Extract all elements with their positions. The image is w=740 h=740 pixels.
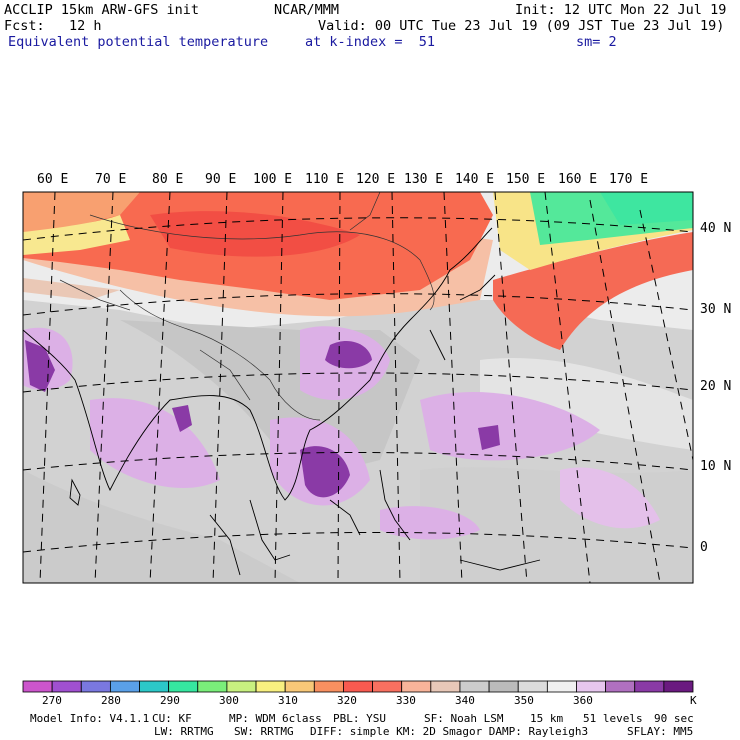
sw-scheme: SW: RRTMG [234, 725, 294, 738]
model-title: ACCLIP 15km ARW-GFS init [4, 2, 200, 18]
time-step: 90 sec [654, 712, 694, 725]
lat-label: 10 N [700, 459, 732, 474]
pbl-scheme: PBL: YSU [333, 712, 386, 725]
colorbar-swatch [372, 680, 403, 693]
resolution: 15 km [530, 712, 564, 725]
colorbar-swatch [168, 680, 199, 693]
colorbar-tick-label: 360 [573, 694, 593, 707]
organization-label: NCAR/MMM [274, 2, 340, 18]
colorbar-swatch [488, 680, 519, 693]
lon-label: 70 E [95, 172, 127, 187]
colorbar-swatch [284, 680, 315, 693]
colorbar-tick-label: 270 [42, 694, 62, 707]
smoothing-label: sm= 2 [576, 34, 617, 50]
colorbar-tick-label: 340 [455, 694, 475, 707]
colorbar-swatch [80, 680, 111, 693]
colorbar-swatch [197, 680, 228, 693]
diffusion-settings: DIFF: simple KM: 2D Smagor DAMP: Rayleig… [310, 725, 589, 738]
vertical-levels: 51 levels [583, 712, 643, 725]
colorbar-tick-label: 290 [160, 694, 180, 707]
cu-scheme: CU: KF [152, 712, 192, 725]
colorbar-swatch [663, 680, 694, 693]
sf-scheme: SF: Noah LSM [424, 712, 504, 725]
theta-e-field [23, 192, 693, 583]
lon-label: 110 E [305, 172, 345, 187]
lon-label: 100 E [253, 172, 293, 187]
lon-label: 160 E [558, 172, 598, 187]
colorbar-tick-label: 330 [396, 694, 416, 707]
colorbar-swatch [109, 680, 140, 693]
colorbar-swatch [459, 680, 490, 693]
sflay-scheme: SFLAY: MM5 [627, 725, 694, 738]
colorbar [22, 680, 694, 693]
lat-label: 20 N [700, 379, 732, 394]
colorbar-swatch [313, 680, 344, 693]
colorbar-swatch [139, 680, 170, 693]
colorbar-swatch [430, 680, 461, 693]
colorbar-tick-label: 300 [219, 694, 239, 707]
lon-label: 60 E [37, 172, 69, 187]
forecast-hour: Fcst: 12 h [4, 18, 102, 34]
map-frame [22, 191, 694, 584]
lon-label: 170 E [609, 172, 649, 187]
level-label: at k-index = 51 [305, 34, 436, 50]
mp-scheme: MP: WDM 6class [229, 712, 322, 725]
lon-label: 130 E [404, 172, 444, 187]
colorbar-swatch [634, 680, 665, 693]
lat-label: 0 [700, 540, 708, 555]
model-info: Model Info: V4.1.1 [30, 712, 150, 725]
colorbar-tick-label: 320 [337, 694, 357, 707]
lw-scheme: LW: RRTMG [154, 725, 214, 738]
lon-label: 90 E [205, 172, 237, 187]
colorbar-tick-label: 310 [278, 694, 298, 707]
lat-label: 30 N [700, 302, 732, 317]
colorbar-tick-label: 280 [101, 694, 121, 707]
colorbar-swatch [546, 680, 577, 693]
valid-time: Valid: 00 UTC Tue 23 Jul 19 (09 JST Tue … [318, 18, 725, 34]
lon-label: 150 E [506, 172, 546, 187]
lon-label: 120 E [356, 172, 396, 187]
colorbar-swatch [343, 680, 373, 693]
field-name: Equivalent potential temperature [8, 34, 269, 50]
colorbar-swatch [255, 680, 286, 693]
colorbar-swatch [226, 680, 257, 693]
colorbar-tick-label: 350 [514, 694, 534, 707]
colorbar-units: K [690, 694, 697, 707]
colorbar-swatch [576, 680, 607, 693]
colorbar-swatch [22, 680, 53, 693]
colorbar-swatch [517, 680, 548, 693]
colorbar-swatch [401, 680, 432, 693]
lon-label: 140 E [455, 172, 495, 187]
lon-label: 80 E [152, 172, 184, 187]
lat-label: 40 N [700, 221, 732, 236]
colorbar-swatch [605, 680, 636, 693]
colorbar-swatch [51, 680, 82, 693]
init-time: Init: 12 UTC Mon 22 Jul 19 [515, 2, 727, 18]
